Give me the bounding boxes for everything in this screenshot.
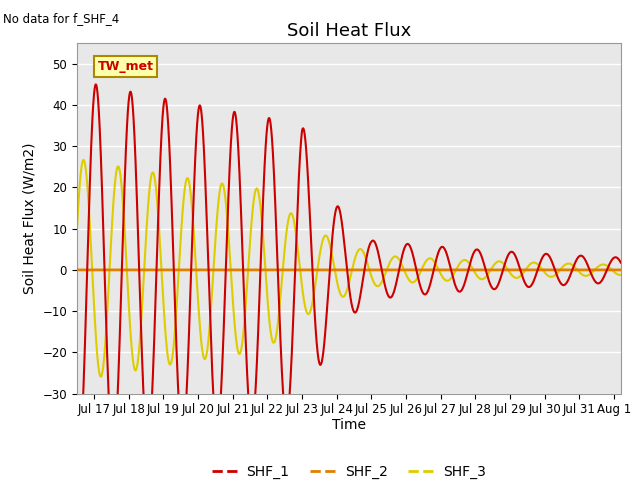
- SHF_3: [281, 244, 289, 250]
- SHF_2: [172, 267, 179, 273]
- SHF_2: [617, 267, 625, 273]
- Text: No data for f_SHF_4: No data for f_SHF_4: [3, 12, 120, 25]
- SHF_1: [520, 278, 528, 284]
- SHF_3: [617, 272, 625, 278]
- SHF_1: [92, 82, 100, 87]
- SHF_1: [75, 456, 83, 462]
- SHF_1: [617, 260, 625, 265]
- SHF_1: [399, 249, 407, 254]
- SHF_1: [427, 279, 435, 285]
- SHF_2: [427, 267, 435, 273]
- X-axis label: Time: Time: [332, 419, 366, 432]
- Legend: SHF_1, SHF_2, SHF_3: SHF_1, SHF_2, SHF_3: [206, 459, 492, 480]
- SHF_3: [479, 276, 487, 282]
- SHF_1: [73, 447, 81, 453]
- SHF_3: [399, 265, 407, 271]
- Line: SHF_1: SHF_1: [77, 84, 621, 459]
- SHF_3: [97, 374, 105, 380]
- SHF_2: [399, 267, 407, 273]
- SHF_2: [73, 267, 81, 273]
- SHF_1: [281, 410, 289, 416]
- SHF_1: [479, 257, 487, 263]
- Line: SHF_3: SHF_3: [77, 160, 621, 377]
- SHF_1: [172, 327, 180, 333]
- SHF_2: [479, 267, 486, 273]
- SHF_3: [73, 229, 81, 235]
- SHF_3: [172, 315, 180, 321]
- SHF_2: [281, 267, 289, 273]
- Text: TW_met: TW_met: [97, 60, 154, 73]
- SHF_3: [79, 157, 87, 163]
- SHF_2: [520, 267, 528, 273]
- Y-axis label: Soil Heat Flux (W/m2): Soil Heat Flux (W/m2): [23, 143, 36, 294]
- Title: Soil Heat Flux: Soil Heat Flux: [287, 22, 411, 40]
- SHF_3: [520, 268, 528, 274]
- SHF_3: [427, 255, 435, 261]
